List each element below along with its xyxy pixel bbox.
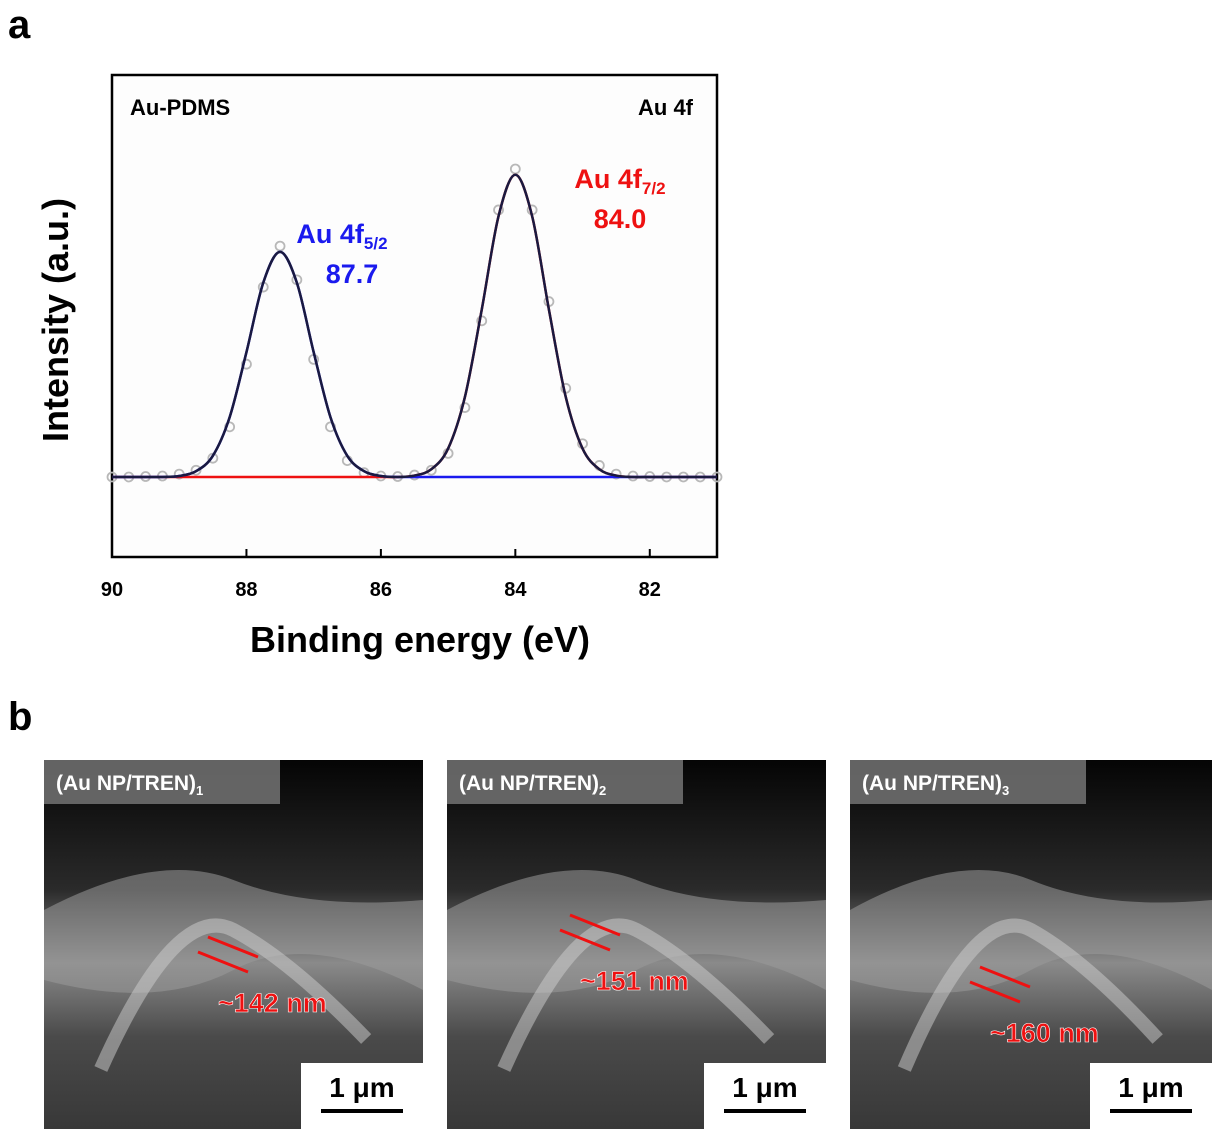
sem-ridge <box>94 918 372 1072</box>
sem-label: (Au NP/TREN)3 <box>862 772 1009 798</box>
measure-arrow <box>559 928 611 952</box>
measure-arrow <box>207 935 259 959</box>
sem-label-box <box>447 760 683 804</box>
panel-label: b <box>8 695 32 739</box>
sem-label-text: (Au NP/TREN) <box>56 772 196 795</box>
annotation: Au 4f <box>638 95 694 120</box>
sem-label-box <box>44 760 280 804</box>
data-point <box>241 358 252 370</box>
data-point <box>509 163 521 175</box>
sem-label-text: (Au NP/TREN) <box>862 772 1002 795</box>
scale-box <box>704 1063 826 1129</box>
sem-label-box <box>850 760 1086 804</box>
peak-label-text: Au 4f <box>296 219 365 249</box>
peak-label-sub: 7/2 <box>642 179 666 198</box>
scale-label: 1 μm <box>732 1072 797 1103</box>
scale-label: 1 μm <box>329 1072 394 1103</box>
data-point <box>274 240 286 252</box>
measure-label: ~151 nm <box>580 966 689 996</box>
data-point <box>425 464 437 476</box>
peak-energy: 84.0 <box>594 204 647 234</box>
sem-label: (Au NP/TREN)2 <box>459 772 606 798</box>
sem-label-sub: 2 <box>599 783 606 798</box>
fit-line <box>111 173 717 479</box>
peak-energy: 87.7 <box>326 259 379 289</box>
sem-label: (Au NP/TREN)1 <box>56 772 203 798</box>
peak-label: Au 4f5/2 <box>296 219 387 253</box>
measure-label: ~160 nm <box>990 1018 1099 1048</box>
peak-label-text: Au 4f <box>574 164 643 194</box>
x-tick-label: 86 <box>370 579 392 601</box>
data-point <box>190 464 202 476</box>
x-tick-label: 90 <box>101 579 123 601</box>
x-axis-label: Binding energy (eV) <box>250 619 590 660</box>
sem-ridge <box>897 918 1163 1072</box>
sem-ridge <box>497 918 775 1072</box>
x-tick-label: 82 <box>639 579 661 601</box>
sem-label-sub: 1 <box>196 783 203 798</box>
panel-label: a <box>8 3 31 47</box>
measure-arrow <box>969 980 1021 1004</box>
measure-arrow <box>569 913 621 937</box>
peak-label-sub: 5/2 <box>364 234 388 253</box>
sem-label-sub: 3 <box>1002 783 1009 798</box>
peak-label: Au 4f7/2 <box>574 164 665 198</box>
y-axis-label: Intensity (a.u.) <box>35 198 76 442</box>
x-tick-label: 84 <box>504 579 527 601</box>
sem-label-text: (Au NP/TREN) <box>459 772 599 795</box>
measure-arrow <box>979 965 1031 989</box>
data-point <box>459 402 471 413</box>
annotation: Au-PDMS <box>130 95 230 120</box>
x-tick-label: 88 <box>235 579 257 601</box>
measure-label: ~142 nm <box>218 988 327 1018</box>
scale-label: 1 μm <box>1118 1072 1183 1103</box>
measure-arrow <box>197 950 249 974</box>
scale-box <box>301 1063 423 1129</box>
plot-frame <box>110 73 719 559</box>
scale-box <box>1090 1063 1212 1129</box>
